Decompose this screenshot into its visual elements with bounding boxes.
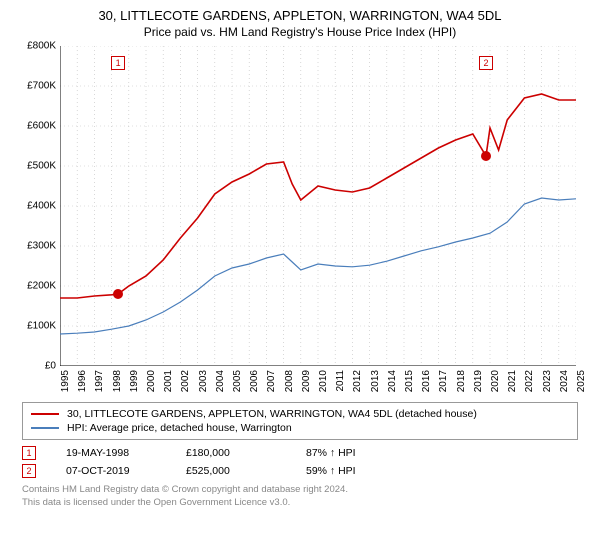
x-tick-label: 2002 [180, 370, 191, 392]
y-tick-label: £700K [27, 81, 56, 92]
chart-subtitle: Price paid vs. HM Land Registry's House … [10, 25, 590, 41]
legend-item: 30, LITTLECOTE GARDENS, APPLETON, WARRIN… [31, 407, 569, 421]
footer-line: Contains HM Land Registry data © Crown c… [22, 484, 578, 496]
x-tick-label: 2012 [352, 370, 363, 392]
x-tick-label: 2004 [215, 370, 226, 392]
x-tick-label: 2015 [404, 370, 415, 392]
x-tick-label: 1995 [60, 370, 71, 392]
x-tick-label: 1997 [94, 370, 105, 392]
legend-item: HPI: Average price, detached house, Warr… [31, 421, 569, 435]
x-tick-label: 2007 [266, 370, 277, 392]
transaction-number-box: 1 [22, 446, 36, 460]
legend-swatch [31, 413, 59, 415]
y-tick-label: £100K [27, 321, 56, 332]
chart-container: 30, LITTLECOTE GARDENS, APPLETON, WARRIN… [0, 0, 600, 560]
legend: 30, LITTLECOTE GARDENS, APPLETON, WARRIN… [22, 402, 578, 440]
transaction-price: £525,000 [186, 465, 276, 477]
y-tick-label: £300K [27, 241, 56, 252]
footer-line: This data is licensed under the Open Gov… [22, 497, 578, 509]
x-tick-label: 2025 [576, 370, 587, 392]
x-tick-label: 2018 [456, 370, 467, 392]
x-tick-label: 2022 [524, 370, 535, 392]
x-axis: 1995 1996 1997 1998 1999 2000 2001 2002 2003 2004… [60, 366, 576, 394]
x-tick-label: 2008 [284, 370, 295, 392]
transaction-number-box: 2 [22, 464, 36, 478]
y-tick-label: £200K [27, 281, 56, 292]
x-tick-label: 2023 [542, 370, 553, 392]
x-tick-label: 1996 [77, 370, 88, 392]
x-tick-label: 2000 [146, 370, 157, 392]
x-tick-label: 2014 [387, 370, 398, 392]
legend-label: 30, LITTLECOTE GARDENS, APPLETON, WARRIN… [67, 408, 477, 420]
y-tick-label: £0 [45, 361, 56, 372]
x-tick-label: 2019 [473, 370, 484, 392]
x-tick-label: 1999 [129, 370, 140, 392]
transaction-date: 19-MAY-1998 [66, 447, 156, 459]
x-tick-label: 2003 [198, 370, 209, 392]
x-tick-label: 2017 [438, 370, 449, 392]
title-block: 30, LITTLECOTE GARDENS, APPLETON, WARRIN… [10, 8, 590, 40]
transaction-marker-dot [113, 289, 123, 299]
transaction-price: £180,000 [186, 447, 276, 459]
plot-area: £0£100K£200K£300K£400K£500K£600K£700K£80… [18, 46, 578, 394]
x-tick-label: 2021 [507, 370, 518, 392]
x-tick-label: 2024 [559, 370, 570, 392]
transaction-marker-label: 1 [111, 56, 125, 70]
y-tick-label: £800K [27, 41, 56, 52]
legend-swatch [31, 427, 59, 429]
y-tick-label: £400K [27, 201, 56, 212]
transaction-row: 1 19-MAY-1998 £180,000 87% ↑ HPI [22, 444, 578, 462]
series-price_paid [60, 94, 576, 298]
x-tick-label: 2013 [370, 370, 381, 392]
transaction-date: 07-OCT-2019 [66, 465, 156, 477]
y-axis: £0£100K£200K£300K£400K£500K£600K£700K£80… [18, 46, 60, 366]
y-tick-label: £600K [27, 121, 56, 132]
plot: 12 [60, 46, 576, 366]
x-tick-label: 2016 [421, 370, 432, 392]
transaction-pct: 59% ↑ HPI [306, 465, 396, 477]
transaction-marker-label: 2 [479, 56, 493, 70]
x-tick-label: 2011 [335, 370, 346, 392]
legend-label: HPI: Average price, detached house, Warr… [67, 422, 292, 434]
transaction-pct: 87% ↑ HPI [306, 447, 396, 459]
y-tick-label: £500K [27, 161, 56, 172]
x-tick-label: 1998 [112, 370, 123, 392]
transaction-table: 1 19-MAY-1998 £180,000 87% ↑ HPI 2 07-OCT-201… [22, 444, 578, 480]
transaction-marker-dot [481, 151, 491, 161]
chart-title: 30, LITTLECOTE GARDENS, APPLETON, WARRIN… [10, 8, 590, 25]
footer: Contains HM Land Registry data © Crown c… [22, 484, 578, 509]
x-tick-label: 2010 [318, 370, 329, 392]
x-tick-label: 2009 [301, 370, 312, 392]
x-tick-label: 2005 [232, 370, 243, 392]
x-tick-label: 2006 [249, 370, 260, 392]
transaction-row: 2 07-OCT-2019 £525,000 59% ↑ HPI [22, 462, 578, 480]
x-tick-label: 2020 [490, 370, 501, 392]
x-tick-label: 2001 [163, 370, 174, 392]
